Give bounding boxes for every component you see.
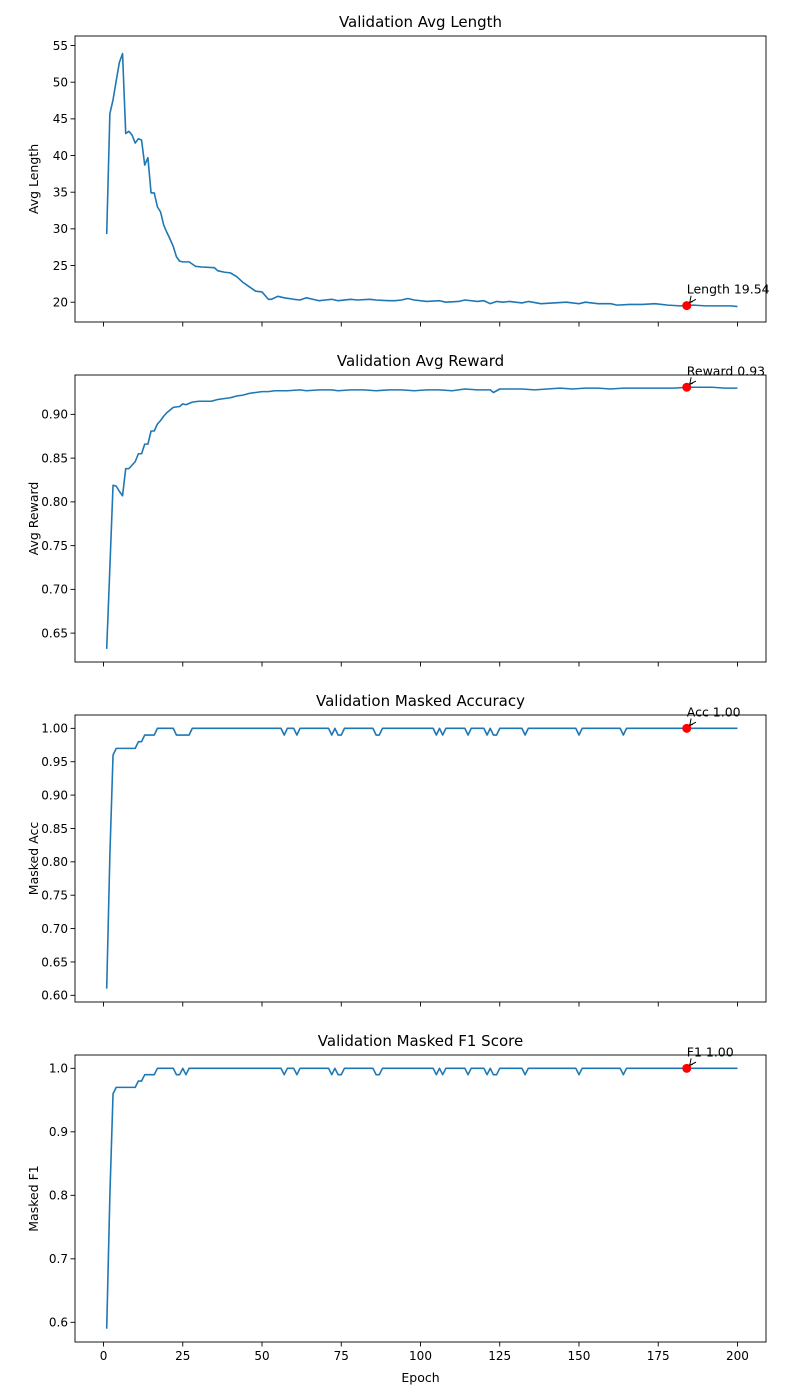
- best-point-marker: [682, 723, 692, 733]
- y-tick-label: 0.75: [41, 889, 68, 903]
- x-axis-label: Epoch: [401, 1370, 439, 1385]
- y-tick-label: 0.75: [41, 539, 68, 553]
- panel-4: Validation Masked F1 Score Masked F1 0.6 0.…: [26, 1032, 767, 1363]
- y-tick-label: 45: [53, 112, 68, 126]
- x-tick-label: 125: [488, 1349, 511, 1363]
- axes-frame: [74, 374, 767, 663]
- panel-3: Validation Masked Accuracy Masked Acc 0.60…: [26, 692, 767, 1007]
- y-tick-label: 0.90: [41, 408, 68, 422]
- annotation-arrowhead: [689, 377, 697, 386]
- annotation-text: Length 19.54: [687, 282, 770, 297]
- annotation-arrowhead: [689, 718, 697, 727]
- x-tick-label: 175: [647, 1349, 670, 1363]
- best-point-marker: [682, 382, 692, 392]
- annotation-text: Acc 1.00: [687, 704, 741, 719]
- annotation-text: F1 1.00: [687, 1044, 734, 1059]
- y-tick-label: 0.95: [41, 755, 68, 769]
- y-tick-label: 0.60: [41, 989, 68, 1003]
- annotation-arrowhead: [689, 1058, 697, 1067]
- y-tick-label: 30: [53, 222, 68, 236]
- axes-frame: [74, 714, 767, 1003]
- y-tick-label: 20: [53, 296, 68, 310]
- y-tick-label: 55: [53, 39, 68, 53]
- y-tick-label: 0.65: [41, 955, 68, 969]
- x-tick-label: 50: [254, 1349, 269, 1363]
- panel-title: Validation Avg Length: [339, 13, 502, 31]
- y-axis-label: Masked Acc: [26, 822, 41, 896]
- annotation-text: Reward 0.93: [687, 363, 765, 378]
- panel-1: Validation Avg Length Avg Length 20 25 30 35 4…: [26, 13, 770, 327]
- y-tick-label: 0.90: [41, 788, 68, 802]
- y-tick-label: 0.70: [41, 922, 68, 936]
- y-axis-label: Avg Reward: [26, 482, 41, 556]
- x-tick-label: 200: [726, 1349, 749, 1363]
- panel-title: Validation Masked F1 Score: [318, 1032, 523, 1050]
- x-tick-label: 75: [334, 1349, 349, 1363]
- x-tick-label: 150: [568, 1349, 591, 1363]
- best-point-marker: [682, 1063, 692, 1073]
- y-tick-label: 0.65: [41, 626, 68, 640]
- y-tick-label: 0.85: [41, 451, 68, 465]
- x-tick-label: 25: [175, 1349, 190, 1363]
- y-tick-label: 0.80: [41, 495, 68, 509]
- panel-title: Validation Avg Reward: [337, 352, 504, 370]
- series-line: [105, 727, 738, 989]
- y-tick-label: 0.6: [49, 1316, 68, 1330]
- y-tick-label: 0.85: [41, 822, 68, 836]
- y-tick-label: 1.00: [41, 722, 68, 736]
- y-tick-label: 35: [53, 186, 68, 200]
- series-line: [105, 52, 738, 308]
- y-tick-label: 0.9: [49, 1125, 68, 1139]
- x-tick-label: 100: [409, 1349, 432, 1363]
- y-tick-label: 0.7: [49, 1252, 68, 1266]
- axes-frame: [74, 35, 767, 323]
- y-tick-label: 0.8: [49, 1189, 68, 1203]
- panel-title: Validation Masked Accuracy: [316, 692, 525, 710]
- y-tick-label: 25: [53, 259, 68, 273]
- y-tick-label: 0.70: [41, 583, 68, 597]
- y-tick-label: 0.80: [41, 855, 68, 869]
- best-point-marker: [682, 301, 692, 311]
- series-line: [105, 1067, 738, 1329]
- y-axis-label: Masked F1: [26, 1165, 41, 1232]
- annotation-arrowhead: [689, 295, 697, 304]
- panel-2: Validation Avg Reward Avg Reward 0.65 0.70 0…: [26, 352, 767, 667]
- series-line: [105, 386, 738, 649]
- axes-frame: [74, 1054, 767, 1343]
- x-tick-label: 0: [100, 1349, 108, 1363]
- y-axis-label: Avg Length: [26, 144, 41, 214]
- y-tick-label: 50: [53, 76, 68, 90]
- y-tick-label: 40: [53, 149, 68, 163]
- y-tick-label: 1.0: [49, 1062, 68, 1076]
